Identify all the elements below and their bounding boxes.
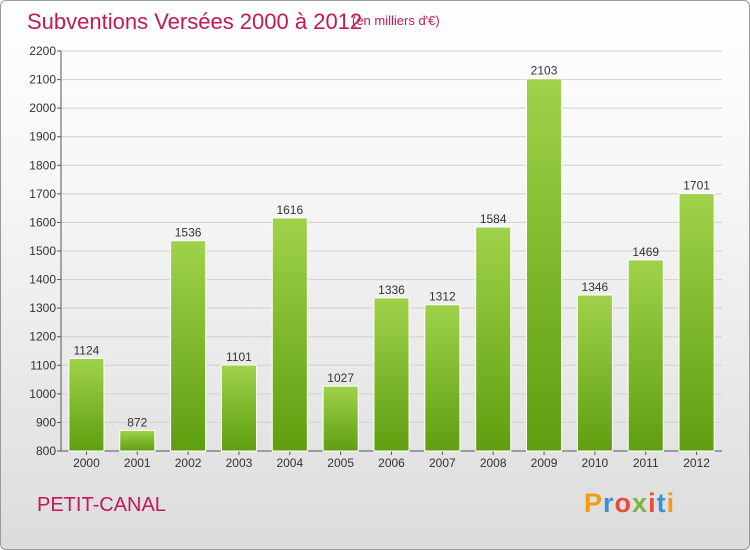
y-tick-label: 1600 — [29, 215, 56, 229]
y-tick-label: 2200 — [29, 44, 56, 58]
x-tick-label: 2011 — [633, 456, 659, 470]
logo-letter: x — [632, 488, 649, 518]
bar-2001 — [119, 429, 156, 452]
x-tick-label: 2005 — [327, 456, 354, 470]
bar-value-label: 1124 — [74, 343, 100, 357]
logo-letter: i — [666, 488, 676, 518]
bar-value-label: 1469 — [632, 245, 659, 259]
bar-value-label: 1336 — [378, 283, 405, 297]
logo-letter: t — [656, 488, 667, 518]
x-tick-label: 2002 — [175, 456, 202, 470]
bar-2012 — [678, 193, 715, 452]
x-tick-label: 2008 — [480, 456, 507, 470]
x-tick-label: 2012 — [683, 456, 710, 470]
x-tick-label: 2006 — [378, 456, 405, 470]
y-tick-label: 900 — [36, 415, 56, 429]
bar-2008 — [475, 226, 512, 452]
bar-value-label: 1616 — [276, 203, 303, 217]
y-tick-label: 1300 — [29, 301, 56, 315]
chart-title: Subventions Versées 2000 à 2012 — [27, 9, 363, 34]
bar-2000 — [68, 357, 105, 452]
bar-2007 — [424, 304, 461, 452]
logo-letter: r — [603, 488, 615, 518]
bar-2006 — [373, 297, 410, 452]
bar-value-label: 2103 — [531, 64, 558, 78]
place-name: PETIT-CANAL — [37, 494, 166, 516]
y-tick-label: 2000 — [29, 101, 56, 115]
y-tick-label: 1700 — [29, 187, 56, 201]
bar-value-label: 1536 — [175, 226, 202, 240]
x-tick-label: 2007 — [429, 456, 456, 470]
x-tick-label: 2003 — [226, 456, 253, 470]
bar-value-label: 872 — [127, 415, 147, 429]
logo-letter: o — [614, 488, 633, 518]
y-tick-label: 800 — [36, 444, 56, 458]
bar-2003 — [220, 364, 258, 452]
x-tick-label: 2010 — [582, 456, 609, 470]
bars — [68, 78, 715, 452]
bar-value-label: 1101 — [226, 350, 252, 364]
bar-2009 — [525, 78, 563, 452]
logo-letter: P — [584, 488, 604, 518]
y-tick-label: 1100 — [30, 358, 56, 372]
bar-value-label: 1027 — [327, 371, 354, 385]
bar-value-label: 1584 — [480, 212, 507, 226]
chart-unit-note: (en milliers d'€) — [352, 13, 440, 28]
x-tick-label: 2009 — [531, 456, 558, 470]
y-tick-label: 1500 — [29, 244, 56, 258]
y-tick-label: 1400 — [29, 273, 56, 287]
bar-2010 — [576, 294, 613, 452]
x-tick-label: 2001 — [124, 456, 151, 470]
x-tick-label: 2004 — [276, 456, 303, 470]
bar-2002 — [170, 240, 207, 452]
bar-value-label: 1701 — [683, 179, 710, 193]
y-tick-label: 1200 — [29, 330, 56, 344]
bar-2004 — [271, 217, 308, 452]
bar-2005 — [322, 385, 359, 452]
logo-letter: i — [648, 488, 657, 518]
x-tick-label: 2000 — [73, 456, 100, 470]
y-tick-label: 1000 — [29, 387, 56, 401]
bar-2011 — [627, 259, 664, 452]
bar-value-label: 1346 — [582, 280, 609, 294]
y-tick-label: 2100 — [29, 73, 56, 87]
bar-value-label: 1312 — [429, 290, 456, 304]
labels: 1124 2000 872 2001 1536 2002 1101 2003 1616 2004 1… — [73, 64, 710, 470]
y-tick-label: 1800 — [29, 158, 56, 172]
proxiti-logo[interactable]: Proxiti — [584, 488, 675, 519]
y-tick-label: 1900 — [29, 130, 56, 144]
